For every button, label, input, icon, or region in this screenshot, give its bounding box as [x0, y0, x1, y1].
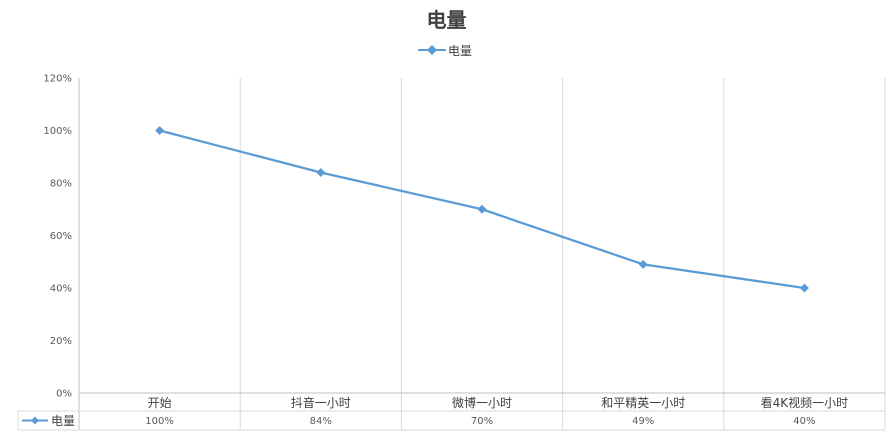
data-point [799, 283, 809, 293]
table-value: 40% [793, 416, 815, 427]
category-label: 抖音一小时 [291, 395, 351, 410]
table-legend-diamond-icon [31, 416, 39, 425]
table-value: 49% [632, 416, 654, 427]
data-point [155, 126, 165, 135]
data-point [316, 168, 326, 177]
y-tick-label: 0% [56, 389, 72, 400]
y-tick-label: 120% [43, 74, 72, 85]
y-tick-label: 80% [50, 179, 72, 190]
legend-line-diamond-icon [418, 45, 446, 55]
category-label: 看4K视频一小时 [761, 395, 849, 410]
table-value: 84% [310, 416, 332, 427]
category-label: 开始 [148, 396, 172, 410]
y-tick-label: 40% [50, 284, 72, 295]
y-tick-label: 60% [50, 231, 72, 242]
category-label: 微博一小时 [452, 395, 512, 410]
y-tick-label: 20% [50, 336, 72, 347]
table-series-name: 电量 [51, 414, 75, 428]
data-point [638, 259, 648, 269]
category-label: 和平精英一小时 [601, 396, 685, 410]
table-value: 70% [471, 416, 493, 427]
y-tick-label: 100% [43, 126, 72, 137]
legend: 电量 [418, 40, 472, 60]
legend-label: 电量 [448, 43, 473, 58]
table-value: 100% [145, 416, 174, 427]
chart-title: 电量 [426, 8, 467, 32]
data-point [477, 204, 487, 214]
